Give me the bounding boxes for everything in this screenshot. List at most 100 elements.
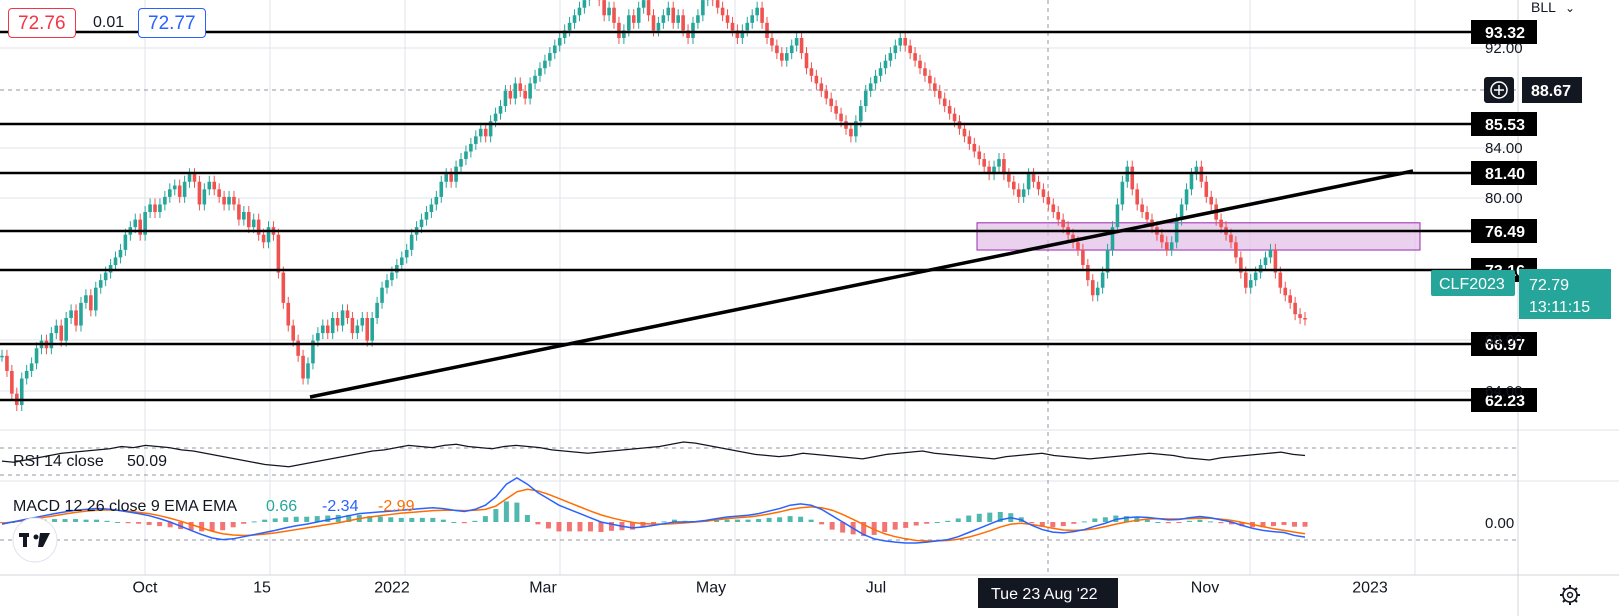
candle-body <box>296 340 300 356</box>
candle-body <box>325 325 330 334</box>
candle-body <box>1120 181 1125 205</box>
macd-histogram-bar <box>1165 522 1171 524</box>
macd-histogram-bar <box>167 522 173 528</box>
support-zone[interactable] <box>976 222 1421 251</box>
macd-histogram-bar <box>367 516 373 522</box>
x-tick-label: Oct <box>133 579 158 596</box>
menu-label[interactable]: BLL <box>1531 0 1556 15</box>
macd-title: MACD 12 26 close 9 EMA EMA <box>13 498 237 515</box>
candle-body <box>552 45 557 54</box>
candle-body <box>370 317 374 341</box>
candle-body <box>311 340 315 364</box>
chevron-down-icon[interactable]: ⌄ <box>1565 1 1575 15</box>
macd-histogram-bar <box>524 514 530 522</box>
macd-histogram-bar <box>1144 519 1150 522</box>
macd-histogram-bar <box>1029 522 1035 524</box>
candle-body <box>824 90 829 99</box>
candle-body <box>330 317 335 334</box>
candle-body <box>64 317 68 341</box>
candle-body <box>409 234 414 250</box>
candle-body <box>1115 204 1120 228</box>
level-label: 76.49 <box>1485 224 1525 241</box>
macd-histogram-bar <box>136 522 142 524</box>
candle-body <box>192 174 197 182</box>
candle-body <box>1081 249 1085 265</box>
candle-body <box>301 355 305 379</box>
candle-body <box>1026 174 1031 190</box>
ask-button[interactable]: 72.77 <box>138 8 206 38</box>
macd-histogram-bar <box>83 519 89 522</box>
candle-body <box>1130 166 1135 190</box>
candle-body <box>676 15 680 23</box>
macd-histogram-bar <box>1197 519 1203 522</box>
macd-histogram-bar <box>220 522 226 531</box>
candle-body <box>666 7 671 16</box>
macd-zero-label: 0.00 <box>1485 515 1514 532</box>
candle-body <box>261 234 266 243</box>
macd-histogram-bar <box>398 517 404 522</box>
macd-histogram-bar <box>52 519 58 522</box>
candle-body <box>103 272 108 281</box>
macd-histogram-bar <box>955 518 961 522</box>
macd-histogram-bar <box>997 512 1003 522</box>
candle-body <box>345 310 350 318</box>
candle-body <box>1110 227 1115 250</box>
candle-body <box>937 90 942 99</box>
macd-histogram-bar <box>482 516 488 522</box>
candle-body <box>730 22 735 31</box>
macd-histogram-bar <box>503 501 509 522</box>
x-tick-label: 2023 <box>1352 579 1388 596</box>
rsi-value: 50.09 <box>127 453 167 470</box>
candle-body <box>365 317 370 341</box>
macd-histogram-bar <box>777 517 783 522</box>
candle-body <box>997 159 1001 167</box>
candle-body <box>1100 272 1105 288</box>
candle-body <box>217 189 221 197</box>
candle-body <box>1169 242 1174 250</box>
candle-body <box>1248 280 1253 288</box>
candle-body <box>572 15 577 23</box>
candle-body <box>153 204 157 213</box>
candle-body <box>636 7 641 23</box>
macd-histogram-bar <box>924 522 930 524</box>
candle-body <box>19 378 24 405</box>
candle-body <box>439 181 444 197</box>
y-tick-label: 68.00 <box>1485 332 1523 349</box>
candle-body <box>523 90 527 99</box>
candle-body <box>602 0 606 16</box>
candle-body <box>49 333 54 349</box>
candle-body <box>868 83 873 91</box>
candle-body <box>474 136 478 144</box>
macd-histogram-bar <box>325 515 331 522</box>
macd-histogram-bar <box>1176 522 1182 523</box>
candle-body <box>444 174 449 182</box>
trendline[interactable] <box>309 169 1414 399</box>
macd-histogram-bar <box>293 516 299 522</box>
macd-histogram-bar <box>1270 522 1276 527</box>
bid-button[interactable]: 72.76 <box>8 8 76 38</box>
candle-body <box>459 159 463 167</box>
macd-histogram-bar <box>1050 522 1056 528</box>
crosshair-price-label: 88.67 <box>1522 77 1582 103</box>
y-tick-label: 64.00 <box>1485 383 1523 400</box>
gear-icon[interactable] <box>1560 585 1580 605</box>
candle-body <box>567 22 572 31</box>
candle-body <box>918 60 922 69</box>
macd-histogram-bar <box>1228 522 1234 525</box>
candle-body <box>1219 219 1223 228</box>
macd-histogram-bar <box>987 512 993 522</box>
macd-histogram-bar <box>756 519 762 522</box>
tradingview-logo[interactable] <box>12 517 58 563</box>
macd-histogram-bar <box>1186 520 1192 522</box>
macd-histogram-bar <box>440 519 446 522</box>
candle-body <box>543 60 547 69</box>
candle-body <box>607 7 611 16</box>
candle-body <box>863 90 868 107</box>
candle-body <box>148 204 152 213</box>
candle-body <box>923 68 927 76</box>
level-label-bg <box>1471 161 1537 185</box>
candle-body <box>691 22 695 38</box>
add-alert-button[interactable] <box>1484 77 1514 103</box>
